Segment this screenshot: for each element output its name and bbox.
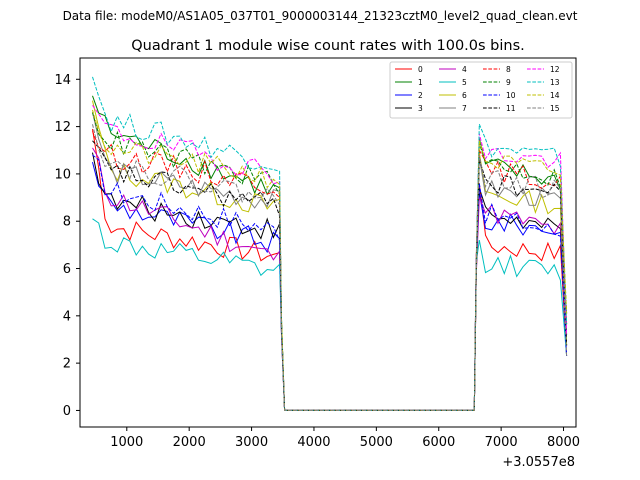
- x-tick: 3000: [235, 427, 268, 450]
- legend-label: 0: [418, 65, 423, 74]
- x-axis: 1000 2000 3000 4000 5000 6000 7000 8000: [110, 427, 580, 450]
- series-line-10: [92, 154, 568, 411]
- y-tick: 0: [63, 404, 80, 419]
- series-line-9: [92, 112, 568, 411]
- y-tick: 6: [63, 262, 80, 277]
- legend-entry: 11: [483, 104, 516, 113]
- x-tick: 8000: [547, 427, 580, 450]
- y-tick: 14: [54, 73, 80, 88]
- legend-entry: 0: [395, 65, 423, 74]
- x-tick-label: 1000: [110, 435, 143, 450]
- x-tick: 4000: [297, 427, 331, 450]
- chart-title: Quadrant 1 module wise count rates with …: [131, 38, 525, 54]
- legend-entry: 13: [527, 78, 560, 87]
- x-tick: 1000: [110, 427, 143, 450]
- chart-suptitle: Data file: modeM0/AS1A05_037T01_90000031…: [63, 9, 578, 23]
- x-tick-label: 8000: [547, 435, 580, 450]
- legend-label: 6: [462, 91, 467, 100]
- series-line-3: [92, 152, 568, 411]
- legend-label: 11: [506, 104, 516, 113]
- legend-label: 3: [418, 104, 423, 113]
- series-line-6: [92, 100, 568, 411]
- y-tick: 2: [63, 357, 80, 372]
- series-line-11: [92, 140, 568, 411]
- x-tick: 7000: [485, 427, 518, 450]
- series-layer: [92, 76, 568, 411]
- legend-label: 5: [462, 78, 467, 87]
- series-line-8: [92, 131, 568, 411]
- series-line-5: [92, 218, 568, 411]
- legend-label: 2: [418, 91, 423, 100]
- y-tick-label: 0: [63, 404, 71, 419]
- legend-label: 4: [462, 65, 467, 74]
- x-tick-label: 7000: [485, 435, 518, 450]
- y-tick: 4: [63, 309, 80, 324]
- series-line-1: [92, 95, 568, 411]
- legend-label: 8: [506, 65, 511, 74]
- y-tick: 10: [54, 167, 80, 182]
- series-line-0: [92, 128, 568, 411]
- legend-entry: 9: [483, 78, 511, 87]
- legend-label: 10: [506, 91, 516, 100]
- x-tick-label: 2000: [173, 435, 206, 450]
- series-line-13: [92, 76, 568, 411]
- y-tick-label: 4: [63, 309, 71, 324]
- legend-box: [389, 61, 573, 119]
- legend-label: 15: [550, 104, 560, 113]
- x-tick: 6000: [422, 427, 455, 450]
- axes-frame: [79, 57, 577, 428]
- y-tick-label: 10: [54, 167, 71, 182]
- y-axis: 0 2 4 6 8 10 12 14: [54, 73, 80, 419]
- legend-entry: 6: [439, 91, 467, 100]
- legend-entry: 7: [439, 104, 467, 113]
- legend-entry: 15: [527, 104, 560, 113]
- y-tick: 12: [54, 120, 80, 135]
- y-tick: 8: [63, 215, 80, 230]
- legend-entry: 8: [483, 65, 511, 74]
- legend-label: 7: [462, 104, 467, 113]
- x-tick: 2000: [173, 427, 206, 450]
- legend-entry: 2: [395, 91, 423, 100]
- legend-label: 13: [550, 78, 560, 87]
- x-tick-label: 6000: [422, 435, 455, 450]
- legend-label: 9: [506, 78, 511, 87]
- x-tick: 5000: [360, 427, 393, 450]
- x-tick-label: 3000: [235, 435, 268, 450]
- y-tick-label: 2: [63, 357, 71, 372]
- legend-entry: 4: [439, 65, 467, 74]
- x-tick-label: 4000: [297, 435, 330, 450]
- series-line-7: [92, 112, 568, 411]
- y-tick-label: 6: [63, 262, 71, 277]
- x-offset-label: +3.0557e8: [502, 455, 575, 470]
- series-line-15: [92, 124, 568, 411]
- legend-label: 12: [550, 65, 560, 74]
- series-line-4: [92, 147, 568, 411]
- legend-entry: 12: [527, 65, 560, 74]
- x-tick-label: 5000: [360, 435, 393, 450]
- series-line-14: [92, 109, 568, 411]
- y-tick-label: 14: [54, 73, 71, 88]
- y-tick-label: 12: [54, 120, 71, 135]
- legend-entry: 5: [439, 78, 467, 87]
- y-tick-label: 8: [63, 215, 71, 230]
- legend-label: 14: [550, 91, 560, 100]
- legend-label: 1: [418, 78, 423, 87]
- legend-entry: 10: [483, 91, 516, 100]
- legend-entry: 3: [395, 104, 423, 113]
- plot-area: [80, 58, 576, 427]
- legend-entry: 1: [395, 78, 423, 87]
- legend-entry: 14: [527, 91, 560, 100]
